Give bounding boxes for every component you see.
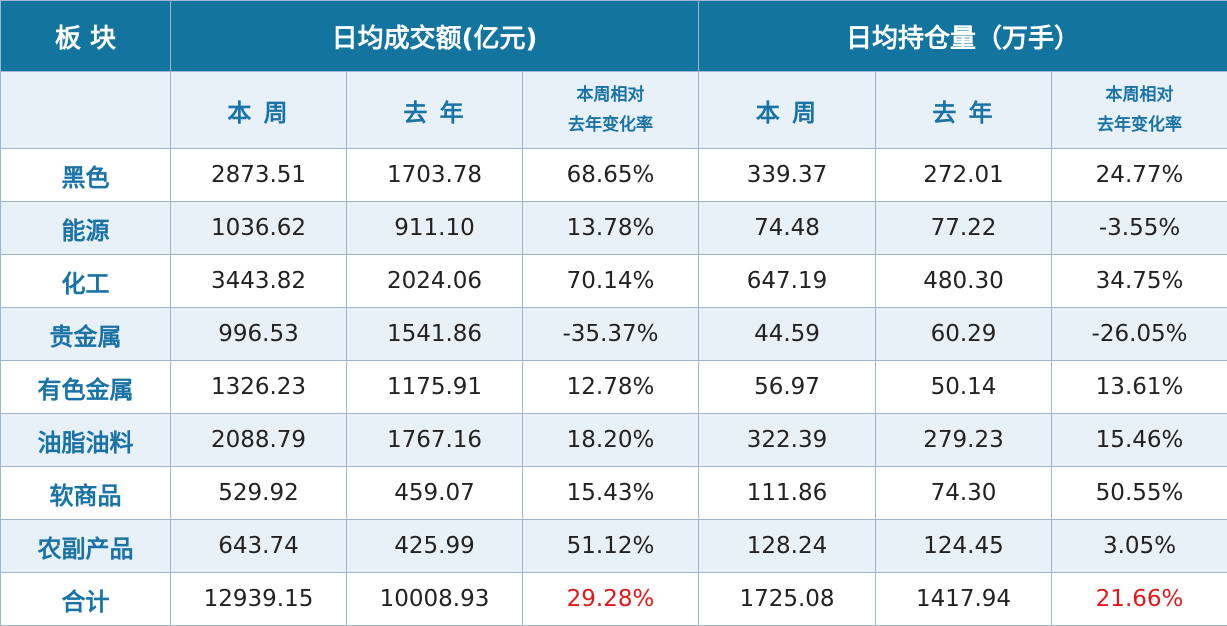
position-change-cell: 34.75% xyxy=(1052,255,1227,308)
turnover-change-cell: 12.78% xyxy=(523,361,699,414)
turnover-last-year-cell: 10008.93 xyxy=(347,573,523,626)
turnover-last-year-cell: 425.99 xyxy=(347,520,523,573)
turnover-last-year-cell: 1541.86 xyxy=(347,308,523,361)
header-row-sub: 本 周 去 年 本周相对 去年变化率 本 周 去 年 本周相对 去年变化率 xyxy=(1,72,1227,149)
position-change-cell: 3.05% xyxy=(1052,520,1227,573)
turnover-change-cell: 18.20% xyxy=(523,414,699,467)
header-position-this-week: 本 周 xyxy=(699,72,876,149)
header-turnover-last-year: 去 年 xyxy=(347,72,523,149)
position-last-year-cell: 272.01 xyxy=(876,149,1052,202)
turnover-change-cell: -35.37% xyxy=(523,308,699,361)
position-last-year-cell: 60.29 xyxy=(876,308,1052,361)
header-turnover-this-week: 本 周 xyxy=(171,72,347,149)
position-week-cell: 1725.08 xyxy=(699,573,876,626)
position-week-cell: 322.39 xyxy=(699,414,876,467)
header-change-line2: 去年变化率 xyxy=(1052,110,1227,140)
sector-cell: 贵金属 xyxy=(1,308,171,361)
turnover-change-cell: 13.78% xyxy=(523,202,699,255)
table-row: 有色金属 1326.23 1175.91 12.78% 56.97 50.14 … xyxy=(1,361,1227,414)
turnover-last-year-cell: 1703.78 xyxy=(347,149,523,202)
turnover-week-cell: 12939.15 xyxy=(171,573,347,626)
position-week-cell: 339.37 xyxy=(699,149,876,202)
sector-cell: 化工 xyxy=(1,255,171,308)
header-position-last-year: 去 年 xyxy=(876,72,1052,149)
header-position-group: 日均持仓量（万手） xyxy=(699,1,1227,72)
header-change-line1: 本周相对 xyxy=(1052,80,1227,110)
position-week-cell: 647.19 xyxy=(699,255,876,308)
position-week-cell: 56.97 xyxy=(699,361,876,414)
sector-cell: 能源 xyxy=(1,202,171,255)
position-last-year-cell: 74.30 xyxy=(876,467,1052,520)
header-row-groups: 板 块 日均成交额(亿元) 日均持仓量（万手） xyxy=(1,1,1227,72)
table-row: 化工 3443.82 2024.06 70.14% 647.19 480.30 … xyxy=(1,255,1227,308)
table-row: 软商品 529.92 459.07 15.43% 111.86 74.30 50… xyxy=(1,467,1227,520)
position-last-year-cell: 1417.94 xyxy=(876,573,1052,626)
turnover-last-year-cell: 1175.91 xyxy=(347,361,523,414)
header-sector-blank xyxy=(1,72,171,149)
turnover-last-year-cell: 911.10 xyxy=(347,202,523,255)
turnover-last-year-cell: 2024.06 xyxy=(347,255,523,308)
position-week-cell: 44.59 xyxy=(699,308,876,361)
header-turnover-change: 本周相对 去年变化率 xyxy=(523,72,699,149)
turnover-week-cell: 643.74 xyxy=(171,520,347,573)
position-last-year-cell: 77.22 xyxy=(876,202,1052,255)
turnover-week-cell: 996.53 xyxy=(171,308,347,361)
header-turnover-group: 日均成交额(亿元) xyxy=(171,1,699,72)
table-row: 农副产品 643.74 425.99 51.12% 128.24 124.45 … xyxy=(1,520,1227,573)
total-row: 合计 12939.15 10008.93 29.28% 1725.08 1417… xyxy=(1,573,1227,626)
position-last-year-cell: 50.14 xyxy=(876,361,1052,414)
header-change-line2: 去年变化率 xyxy=(523,110,698,140)
sector-cell: 有色金属 xyxy=(1,361,171,414)
position-last-year-cell: 279.23 xyxy=(876,414,1052,467)
position-change-cell: 15.46% xyxy=(1052,414,1227,467)
position-change-total-cell: 21.66% xyxy=(1052,573,1227,626)
position-change-cell: -3.55% xyxy=(1052,202,1227,255)
sector-cell: 农副产品 xyxy=(1,520,171,573)
turnover-change-cell: 68.65% xyxy=(523,149,699,202)
position-change-cell: 50.55% xyxy=(1052,467,1227,520)
turnover-week-cell: 2873.51 xyxy=(171,149,347,202)
turnover-last-year-cell: 459.07 xyxy=(347,467,523,520)
position-change-cell: 13.61% xyxy=(1052,361,1227,414)
position-last-year-cell: 124.45 xyxy=(876,520,1052,573)
sector-cell: 软商品 xyxy=(1,467,171,520)
position-change-cell: 24.77% xyxy=(1052,149,1227,202)
turnover-week-cell: 1036.62 xyxy=(171,202,347,255)
header-position-change: 本周相对 去年变化率 xyxy=(1052,72,1227,149)
table-row: 贵金属 996.53 1541.86 -35.37% 44.59 60.29 -… xyxy=(1,308,1227,361)
turnover-week-cell: 3443.82 xyxy=(171,255,347,308)
turnover-last-year-cell: 1767.16 xyxy=(347,414,523,467)
sector-cell: 黑色 xyxy=(1,149,171,202)
table-row: 黑色 2873.51 1703.78 68.65% 339.37 272.01 … xyxy=(1,149,1227,202)
turnover-change-total-cell: 29.28% xyxy=(523,573,699,626)
turnover-change-cell: 15.43% xyxy=(523,467,699,520)
header-change-line1: 本周相对 xyxy=(523,80,698,110)
turnover-change-cell: 51.12% xyxy=(523,520,699,573)
turnover-change-cell: 70.14% xyxy=(523,255,699,308)
position-week-cell: 111.86 xyxy=(699,467,876,520)
turnover-week-cell: 1326.23 xyxy=(171,361,347,414)
position-week-cell: 128.24 xyxy=(699,520,876,573)
position-week-cell: 74.48 xyxy=(699,202,876,255)
turnover-week-cell: 2088.79 xyxy=(171,414,347,467)
header-sector: 板 块 xyxy=(1,1,171,72)
table-row: 能源 1036.62 911.10 13.78% 74.48 77.22 -3.… xyxy=(1,202,1227,255)
table-row: 油脂油料 2088.79 1767.16 18.20% 322.39 279.2… xyxy=(1,414,1227,467)
turnover-week-cell: 529.92 xyxy=(171,467,347,520)
sector-cell-total: 合计 xyxy=(1,573,171,626)
position-last-year-cell: 480.30 xyxy=(876,255,1052,308)
position-change-cell: -26.05% xyxy=(1052,308,1227,361)
sector-cell: 油脂油料 xyxy=(1,414,171,467)
